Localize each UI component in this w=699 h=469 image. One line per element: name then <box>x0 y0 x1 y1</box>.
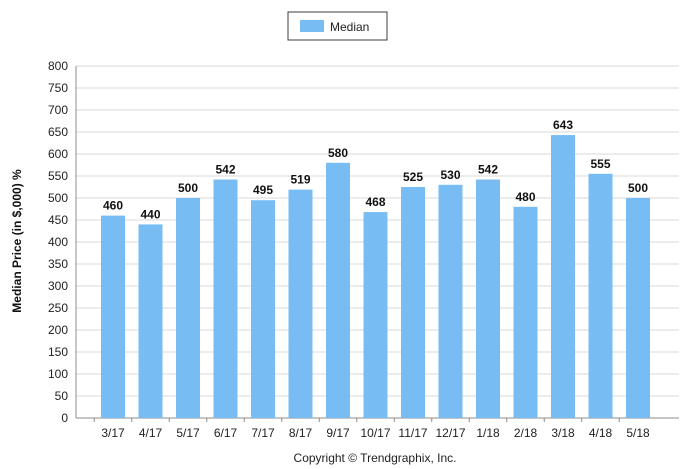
x-tick-label: 3/17 <box>101 426 125 440</box>
data-label: 530 <box>440 168 460 182</box>
data-label: 495 <box>253 183 273 197</box>
y-tick-label: 500 <box>48 191 68 205</box>
bar <box>438 184 463 418</box>
x-tick-label: 10/17 <box>360 426 390 440</box>
bars <box>101 135 650 418</box>
x-tick-label: 3/18 <box>551 426 575 440</box>
y-tick-label: 250 <box>48 301 68 315</box>
y-tick-label: 650 <box>48 125 68 139</box>
data-label: 440 <box>140 207 160 221</box>
bar <box>363 212 388 418</box>
data-label: 468 <box>365 195 385 209</box>
data-label: 525 <box>403 170 423 184</box>
bar <box>326 162 350 418</box>
x-tick-label: 8/17 <box>289 426 313 440</box>
x-tick-label: 12/17 <box>435 426 465 440</box>
bar <box>476 179 500 418</box>
x-tick-label: 11/17 <box>398 426 427 440</box>
y-tick-label: 800 <box>48 59 68 73</box>
data-label: 519 <box>290 173 310 187</box>
bar <box>288 189 313 418</box>
x-tick-label: 7/17 <box>251 426 275 440</box>
data-label: 542 <box>215 163 235 177</box>
data-label: 643 <box>553 118 573 132</box>
x-tick-label: 9/17 <box>326 426 350 440</box>
bar <box>213 179 238 418</box>
y-tick-label: 400 <box>48 235 68 249</box>
x-tick-labels: 3/17 4/17 5/17 6/17 7/17 8/17 9/17 10/17 11/17 12… <box>101 426 650 440</box>
data-label: 580 <box>328 146 348 160</box>
y-tick-label: 350 <box>48 257 68 271</box>
y-tick-label: 750 <box>48 81 68 95</box>
bar <box>101 215 125 418</box>
y-tick-label: 700 <box>48 103 68 117</box>
bar <box>251 200 275 418</box>
bar <box>551 135 575 418</box>
y-tick-label: 450 <box>48 213 68 227</box>
y-tick-label: 0 <box>61 411 68 425</box>
data-label: 480 <box>515 190 535 204</box>
y-tick-label: 50 <box>55 389 69 403</box>
y-tick-label: 550 <box>48 169 68 183</box>
y-tick-label: 100 <box>48 367 68 381</box>
bar <box>401 187 425 418</box>
bar <box>588 173 613 418</box>
x-tick-label: 4/18 <box>589 426 613 440</box>
copyright-text: Copyright © Trendgraphix, Inc. <box>294 451 457 465</box>
x-tick-label: 5/18 <box>626 426 650 440</box>
legend: Median <box>287 11 388 41</box>
bar <box>138 224 163 418</box>
y-tick-label: 150 <box>48 345 68 359</box>
data-label: 500 <box>178 181 198 195</box>
data-label: 460 <box>103 199 123 213</box>
y-axis-title: Median Price (in $,000) % <box>10 169 24 313</box>
x-tick-label: 5/17 <box>176 426 200 440</box>
x-tick-label: 4/17 <box>139 426 163 440</box>
y-tick-label: 600 <box>48 147 68 161</box>
y-tick-label: 200 <box>48 323 68 337</box>
bar <box>626 198 650 418</box>
data-labels: 460 440 500 542 495 519 580 468 525 530 542 480 643 5… <box>103 118 648 221</box>
x-tick-label: 2/18 <box>514 426 538 440</box>
data-label: 542 <box>478 163 498 177</box>
x-tick-label: 6/17 <box>214 426 238 440</box>
legend-label: Median <box>330 20 369 34</box>
bar <box>513 206 538 418</box>
y-tick-labels: 0 50 100 150 200 250 300 350 400 450 500 550 600 650 7… <box>48 59 68 425</box>
legend-swatch <box>300 20 324 32</box>
data-label: 500 <box>628 181 648 195</box>
data-label: 555 <box>590 157 610 171</box>
y-tick-label: 300 <box>48 279 68 293</box>
bar <box>176 198 200 418</box>
x-tick-label: 1/18 <box>476 426 500 440</box>
